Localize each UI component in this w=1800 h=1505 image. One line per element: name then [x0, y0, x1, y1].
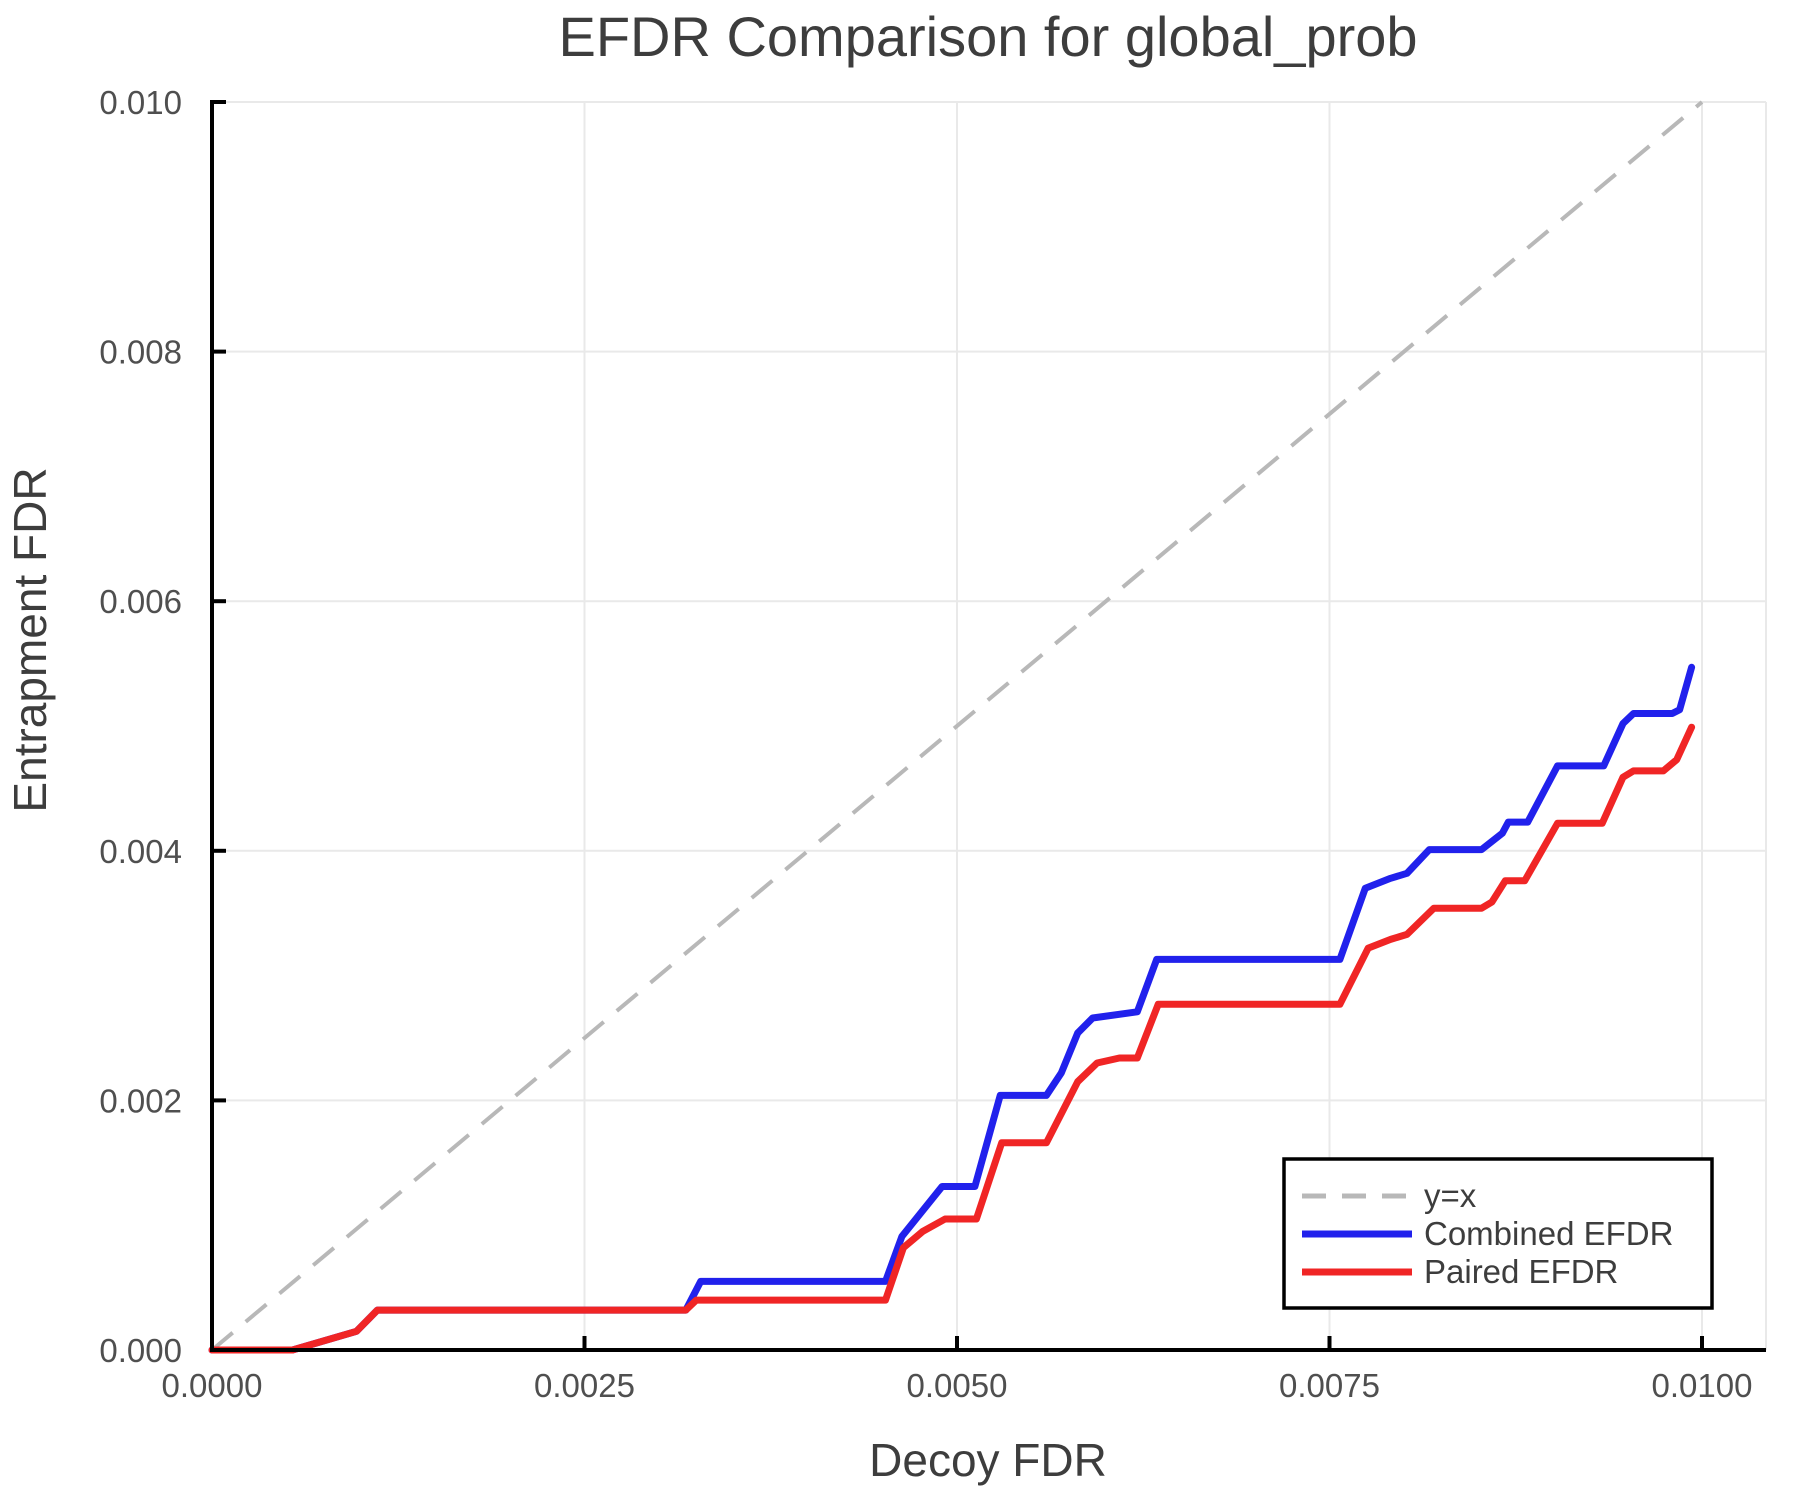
x-tick-label: 0.0025	[534, 1367, 635, 1404]
combined-efdr-line	[208, 663, 1696, 1354]
axis-ticks	[210, 100, 1704, 1352]
paired-efdr-line	[208, 723, 1696, 1354]
y-tick-label: 0.006	[99, 583, 182, 620]
x-tick-label: 0.0100	[1652, 1367, 1753, 1404]
identity-reference-line	[210, 100, 1704, 1352]
legend-label-paired-efdr: Paired EFDR	[1424, 1253, 1618, 1290]
legend: y=x Combined EFDR Paired EFDR	[1282, 1157, 1714, 1310]
legend-label-combined-efdr: Combined EFDR	[1424, 1215, 1673, 1252]
x-tick-label: 0.0000	[162, 1367, 263, 1404]
y-tick-label: 0.004	[99, 833, 182, 870]
legend-label-identity: y=x	[1424, 1177, 1477, 1214]
y-tick-label: 0.010	[99, 84, 182, 121]
y-tick-label: 0.000	[99, 1332, 182, 1369]
x-axis-label: Decoy FDR	[869, 1434, 1107, 1486]
y-axis-label: Entrapment FDR	[4, 467, 56, 812]
x-tick-label: 0.0075	[1279, 1367, 1380, 1404]
y-tick-label: 0.002	[99, 1082, 182, 1119]
identity-line	[210, 100, 1704, 1352]
chart-title: EFDR Comparison for global_prob	[558, 5, 1417, 68]
y-tick-label: 0.008	[99, 334, 182, 371]
tick-labels: 0.0000 0.0025 0.0050 0.0075 0.0100 0.000 0.002…	[99, 84, 1752, 1404]
x-tick-label: 0.0050	[907, 1367, 1008, 1404]
data-series-lines	[208, 663, 1696, 1354]
